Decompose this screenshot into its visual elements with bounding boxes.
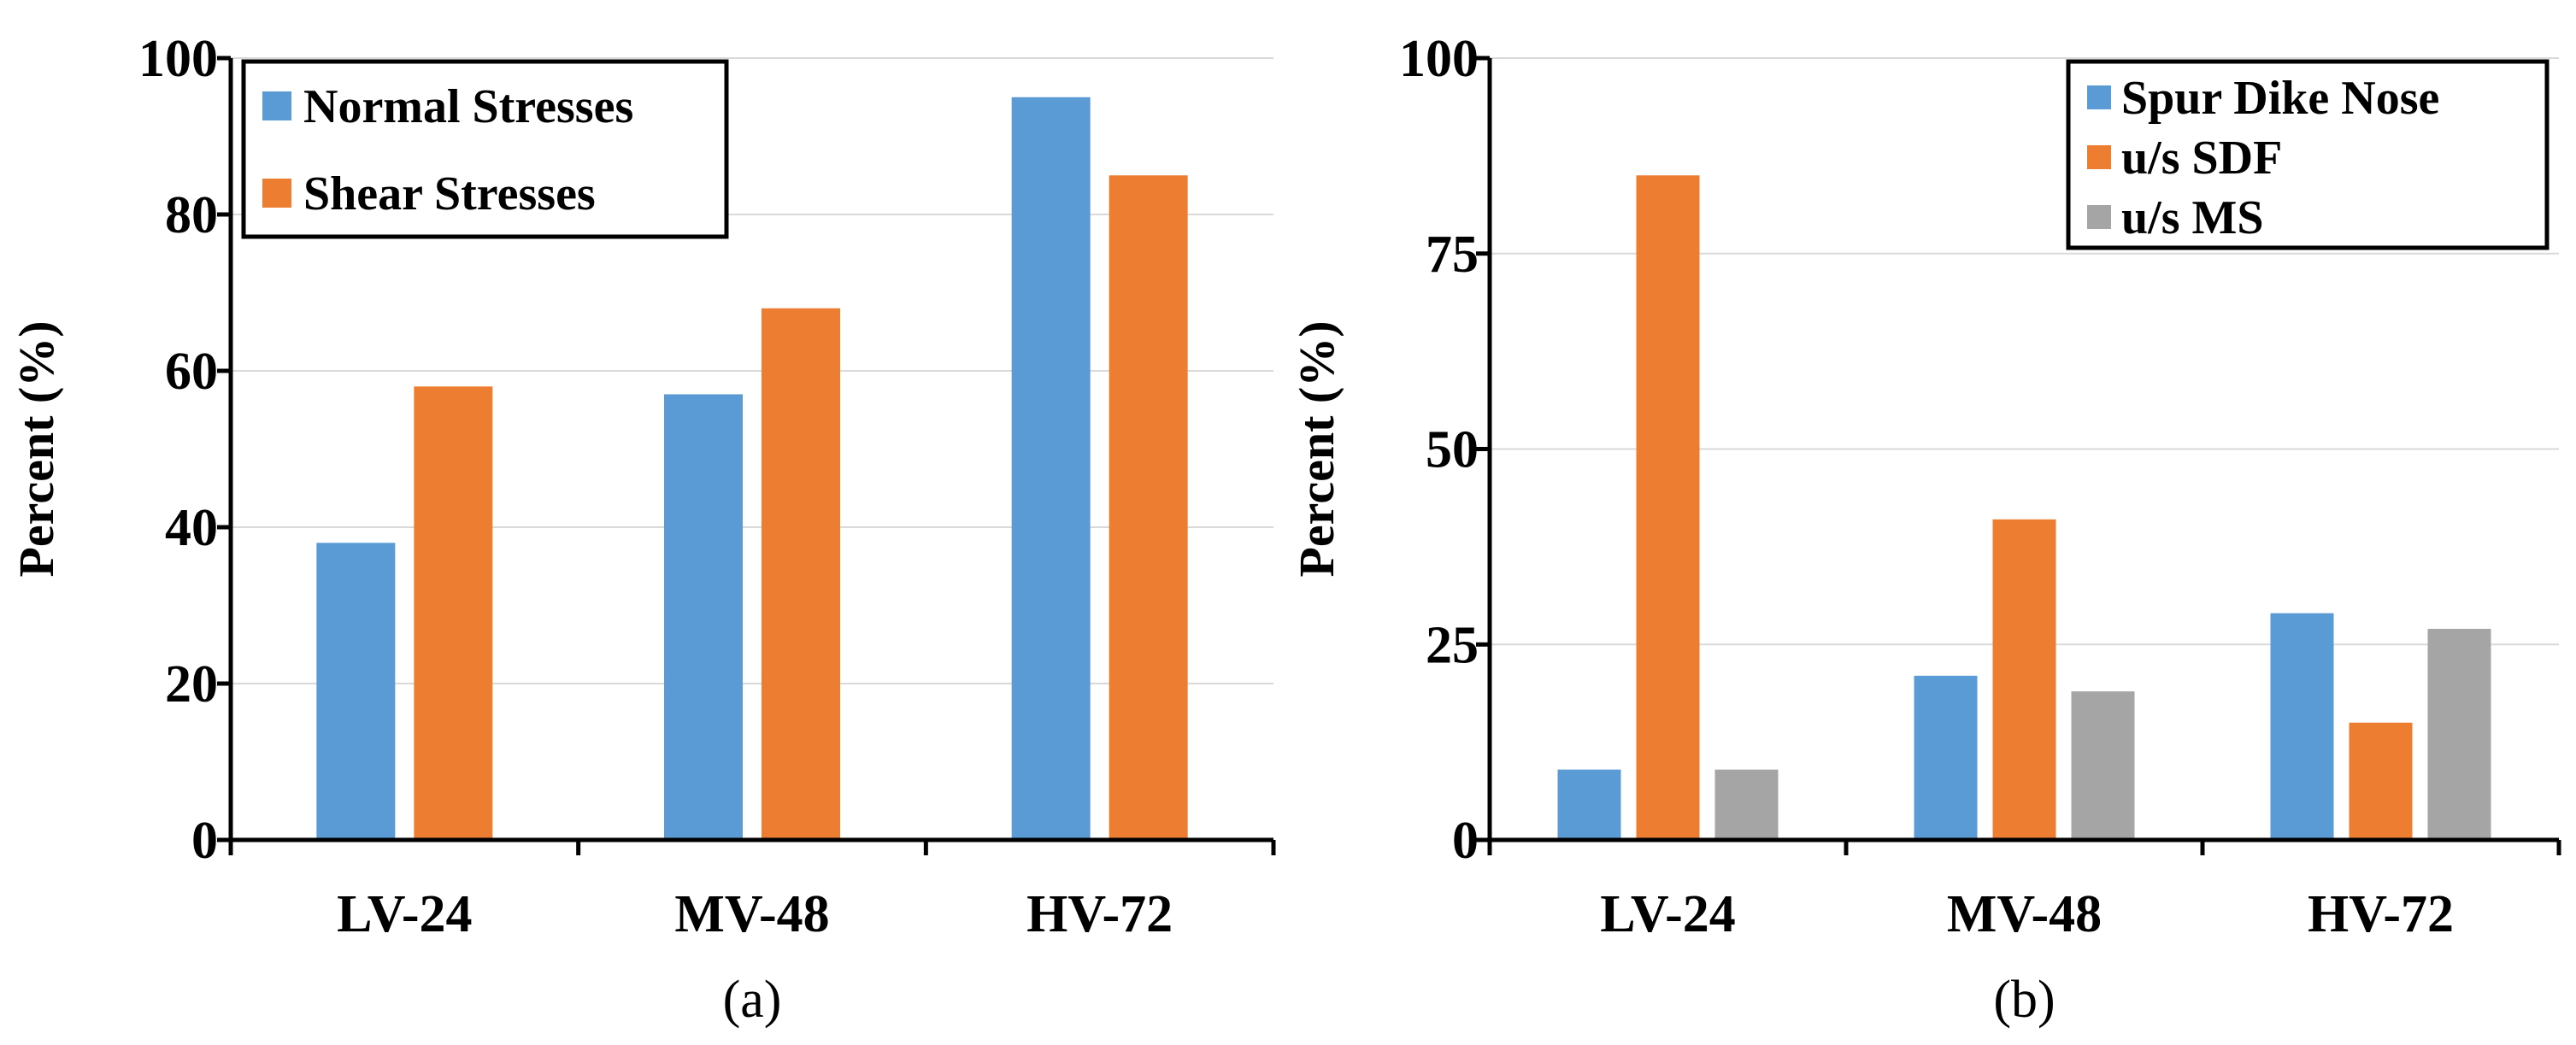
- chart-panel-b: 0 25 50 75 100 LV-24 MV-48 HV-72 Percent (%) (b) S…: [1289, 30, 2561, 1029]
- x-tick-label: HV-72: [1026, 885, 1173, 943]
- bar-spur-dike-nose-lv-24: [1557, 769, 1621, 840]
- legend-frame: [241, 59, 729, 239]
- y-tick-label: 40: [165, 499, 218, 557]
- bar-normal-stresses-hv-72: [1011, 97, 1091, 840]
- bar-shear-stresses-lv-24: [414, 386, 493, 840]
- legend: Spur Dike Nose u/s SDF u/s MS: [2066, 59, 2550, 250]
- bar-u-s-ms-lv-24: [1714, 769, 1779, 840]
- bar-u-s-sdf-hv-72: [2349, 722, 2413, 840]
- y-tick-label: 25: [1426, 616, 1479, 674]
- bar-u-s-sdf-lv-24: [1636, 175, 1700, 840]
- y-tick-label: 100: [1399, 30, 1479, 88]
- panel-label: (b): [1993, 971, 2055, 1029]
- bar-normal-stresses-mv-48: [664, 394, 743, 840]
- legend-label: u/s MS: [2121, 191, 2264, 244]
- x-tick-label: HV-72: [2308, 885, 2454, 943]
- legend-frame: [2066, 59, 2550, 250]
- bar-u-s-sdf-mv-48: [1992, 519, 2056, 840]
- x-tick-label: LV-24: [337, 885, 472, 943]
- y-tick-label: 100: [138, 30, 218, 88]
- y-tick-label: 20: [165, 655, 218, 713]
- y-tick-label: 75: [1426, 226, 1479, 284]
- legend-label: Shear Stresses: [303, 167, 596, 220]
- y-tick-label: 0: [1452, 812, 1479, 870]
- bar-normal-stresses-lv-24: [316, 543, 396, 840]
- chart-panel-a: 0 20 40 60 80 100 LV-24 MV-48 HV-72 Percent (%) (a…: [9, 30, 1276, 1029]
- bar-spur-dike-nose-mv-48: [1914, 675, 1978, 840]
- y-tick-label: 0: [191, 812, 218, 870]
- y-tick-label: 80: [165, 186, 218, 244]
- legend-swatch: [2087, 205, 2111, 229]
- x-tick-label: MV-48: [674, 885, 829, 943]
- bar-shear-stresses-hv-72: [1109, 175, 1188, 840]
- x-tick-label: MV-48: [1947, 885, 2102, 943]
- y-axis-title: Percent (%): [1289, 320, 1344, 577]
- bar-u-s-ms-mv-48: [2071, 691, 2135, 840]
- legend-swatch: [262, 91, 291, 120]
- y-axis-title: Percent (%): [9, 320, 64, 577]
- bar-shear-stresses-mv-48: [762, 308, 840, 840]
- legend-swatch: [2087, 145, 2111, 169]
- legend-swatch: [2087, 85, 2111, 109]
- legend-label: Normal Stresses: [303, 80, 633, 133]
- legend-label: Spur Dike Nose: [2121, 72, 2439, 125]
- x-tick-label: LV-24: [1600, 885, 1735, 943]
- legend: Normal Stresses Shear Stresses: [241, 59, 729, 239]
- y-tick-label: 50: [1426, 421, 1479, 479]
- panel-label: (a): [723, 971, 782, 1029]
- legend-label: u/s SDF: [2121, 132, 2282, 185]
- bar-u-s-ms-hv-72: [2427, 628, 2491, 840]
- y-tick-label: 60: [165, 343, 218, 401]
- bar-spur-dike-nose-hv-72: [2270, 613, 2334, 840]
- legend-swatch: [262, 179, 291, 208]
